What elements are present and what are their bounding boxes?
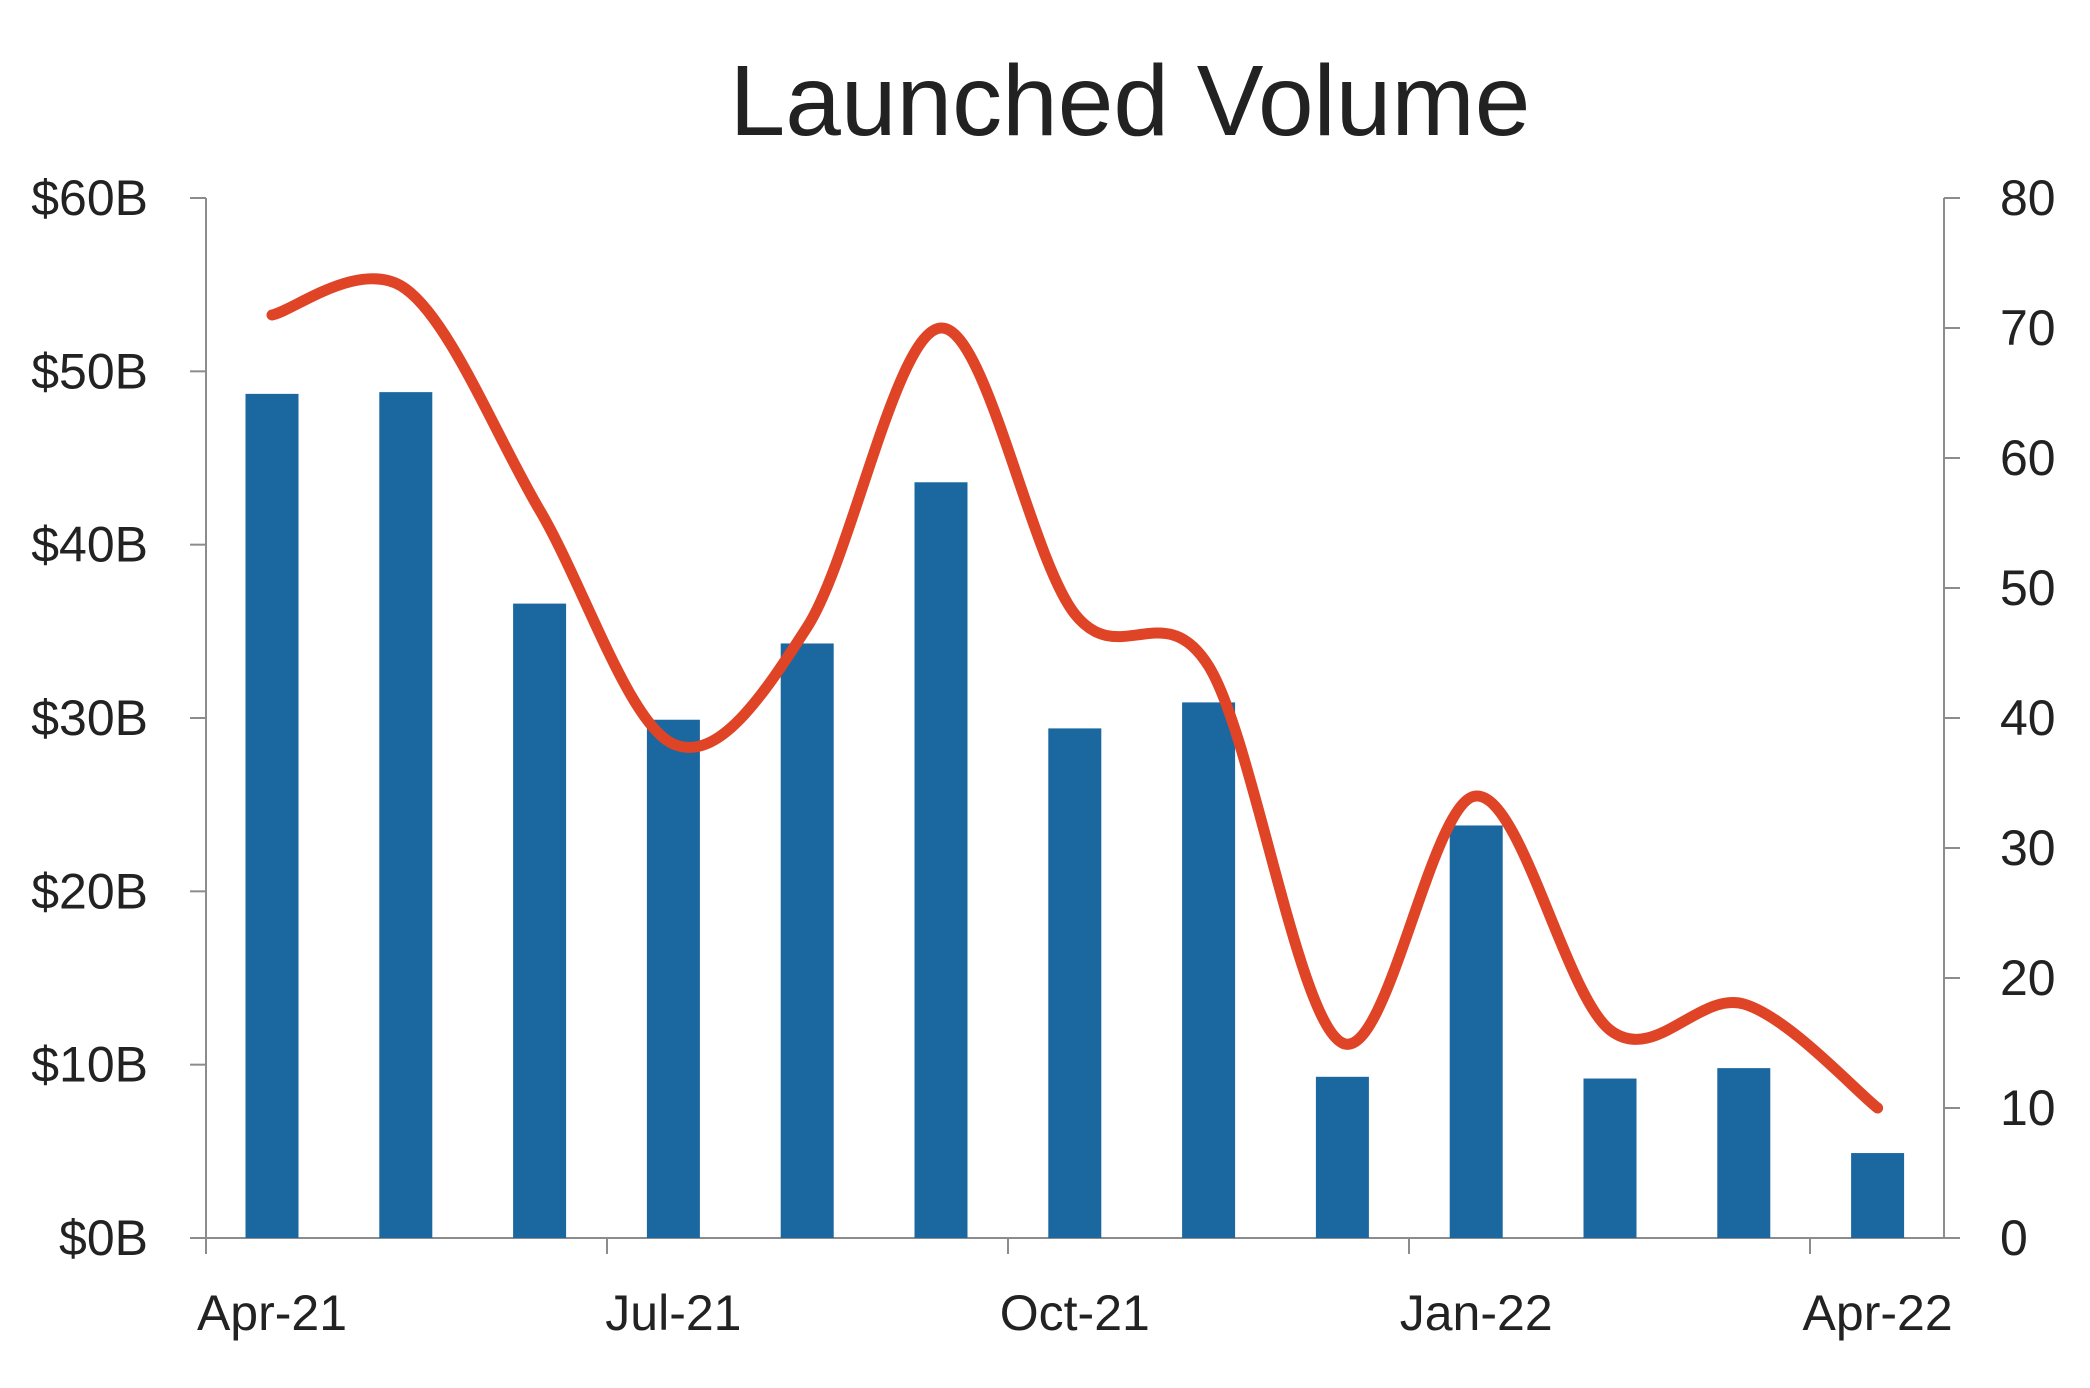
chart-title: Launched Volume	[730, 45, 1531, 157]
bar	[1583, 1078, 1637, 1238]
bar	[914, 482, 968, 1238]
bar	[780, 643, 834, 1238]
left-y-tick-label: $40B	[31, 517, 148, 573]
bar	[1851, 1153, 1905, 1238]
left-y-tick-label: $50B	[31, 343, 148, 399]
right-y-tick-label: 0	[2000, 1210, 2028, 1266]
x-tick-label: Jan-22	[1400, 1285, 1553, 1341]
left-y-tick-label: $60B	[31, 170, 148, 226]
right-y-tick-label: 70	[2000, 300, 2056, 356]
right-y-tick-label: 20	[2000, 950, 2056, 1006]
line-series	[266, 273, 1884, 1114]
right-y-tick-label: 30	[2000, 820, 2056, 876]
bar	[1717, 1068, 1771, 1238]
bar	[1449, 825, 1503, 1238]
right-y-tick-label: 50	[2000, 560, 2056, 616]
bar	[245, 393, 299, 1238]
right-y-tick-label: 10	[2000, 1080, 2056, 1136]
right-y-tick-label: 60	[2000, 430, 2056, 486]
left-y-ticks: $0B $10B $20B $30B $40B $50B $60B	[31, 170, 206, 1266]
left-y-tick-label: $0B	[59, 1210, 148, 1266]
bar	[1315, 1076, 1369, 1238]
x-tick-label: Apr-22	[1803, 1285, 1953, 1341]
right-y-tick-label: 40	[2000, 690, 2056, 746]
bar-series	[245, 392, 1905, 1239]
x-tick-label: Jul-21	[605, 1285, 741, 1341]
right-y-ticks: 0 10 20 30 40 50 60 70 80	[1944, 170, 2056, 1266]
x-ticks: Apr-21 Jul-21 Oct-21 Jan-22 Apr-22	[197, 1238, 1953, 1341]
series-line	[266, 273, 1884, 1114]
x-tick-label: Apr-21	[197, 1285, 347, 1341]
left-y-tick-label: $20B	[31, 863, 148, 919]
bar	[1182, 702, 1236, 1238]
bar	[513, 603, 567, 1238]
bar	[1048, 728, 1102, 1238]
right-y-tick-label: 80	[2000, 170, 2056, 226]
bar	[646, 719, 700, 1238]
x-tick-label: Oct-21	[1000, 1285, 1150, 1341]
left-y-tick-label: $30B	[31, 690, 148, 746]
bar	[379, 392, 433, 1239]
left-y-tick-label: $10B	[31, 1037, 148, 1093]
